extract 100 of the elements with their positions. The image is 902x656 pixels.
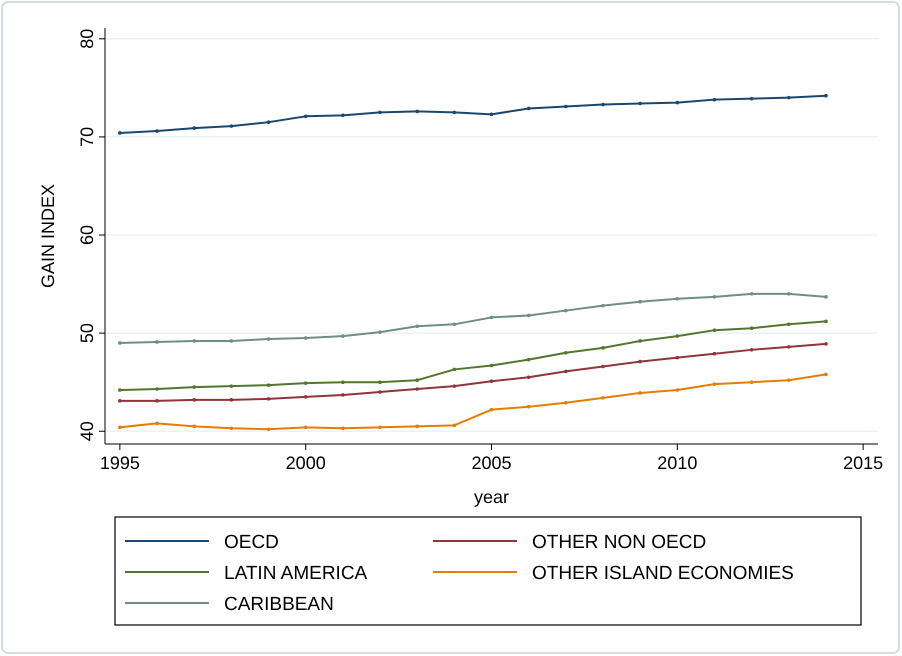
point bbox=[304, 381, 308, 385]
point bbox=[155, 422, 159, 426]
y-tick-label: 40 bbox=[77, 421, 97, 442]
point bbox=[564, 104, 568, 108]
point bbox=[824, 320, 828, 324]
point bbox=[192, 126, 196, 130]
point bbox=[824, 94, 828, 98]
point bbox=[452, 384, 456, 388]
point bbox=[638, 300, 642, 304]
point bbox=[490, 408, 494, 412]
point bbox=[750, 348, 754, 352]
y-axis-title: GAIN INDEX bbox=[38, 184, 58, 288]
point bbox=[192, 339, 196, 343]
x-tick-label: 2000 bbox=[286, 453, 326, 474]
point bbox=[676, 388, 680, 392]
point bbox=[824, 372, 828, 376]
point bbox=[266, 397, 270, 401]
point bbox=[824, 295, 828, 299]
point bbox=[118, 388, 122, 392]
x-tick-label: 1995 bbox=[100, 453, 140, 474]
y-tick-label: 60 bbox=[77, 225, 97, 246]
legend-label: CARIBBEAN bbox=[224, 594, 334, 615]
point bbox=[304, 336, 308, 340]
point bbox=[266, 427, 270, 432]
point bbox=[378, 390, 382, 394]
point bbox=[118, 399, 122, 403]
point bbox=[415, 378, 419, 382]
x-axis-title: year bbox=[474, 487, 510, 507]
point bbox=[526, 375, 530, 380]
point bbox=[490, 316, 494, 320]
point bbox=[155, 129, 159, 133]
point bbox=[712, 328, 716, 332]
point bbox=[601, 102, 605, 106]
point bbox=[490, 112, 494, 116]
point bbox=[341, 380, 345, 384]
x-tick-label: 2005 bbox=[471, 453, 512, 474]
point bbox=[304, 114, 308, 118]
point bbox=[712, 382, 716, 386]
point bbox=[638, 339, 642, 343]
point bbox=[750, 380, 754, 384]
point bbox=[341, 426, 345, 430]
x-tick-label: 2015 bbox=[843, 453, 884, 474]
point bbox=[230, 384, 234, 388]
point bbox=[266, 337, 270, 341]
point bbox=[304, 395, 308, 399]
y-tick-label: 70 bbox=[77, 126, 97, 147]
point bbox=[118, 131, 122, 135]
point bbox=[564, 370, 568, 374]
point bbox=[750, 96, 754, 100]
point bbox=[266, 383, 270, 387]
point bbox=[378, 426, 382, 430]
point bbox=[230, 398, 234, 402]
point bbox=[452, 110, 456, 114]
point bbox=[601, 396, 605, 400]
legend-label: OTHER NON OECD bbox=[532, 532, 706, 553]
point bbox=[676, 334, 680, 338]
point bbox=[787, 292, 791, 296]
point bbox=[230, 426, 234, 430]
point bbox=[378, 330, 382, 334]
point bbox=[676, 100, 680, 104]
point bbox=[155, 340, 159, 344]
point bbox=[712, 98, 716, 102]
point bbox=[787, 378, 791, 382]
y-tick-label: 80 bbox=[77, 28, 97, 49]
point bbox=[564, 308, 568, 312]
point bbox=[638, 102, 642, 106]
point bbox=[155, 399, 159, 403]
point bbox=[601, 346, 605, 350]
point bbox=[526, 106, 530, 110]
point bbox=[230, 124, 234, 128]
point bbox=[452, 368, 456, 372]
point bbox=[118, 341, 122, 345]
point bbox=[452, 424, 456, 428]
point bbox=[601, 364, 605, 368]
point bbox=[787, 96, 791, 100]
point bbox=[378, 110, 382, 114]
point bbox=[601, 304, 605, 308]
point bbox=[341, 334, 345, 338]
point bbox=[452, 322, 456, 326]
point bbox=[192, 398, 196, 402]
point bbox=[712, 295, 716, 299]
y-tick-label: 50 bbox=[77, 323, 97, 344]
point bbox=[266, 120, 270, 124]
point bbox=[341, 114, 345, 118]
point bbox=[304, 426, 308, 430]
point bbox=[750, 292, 754, 296]
point bbox=[415, 424, 419, 428]
point bbox=[118, 426, 122, 430]
point bbox=[712, 352, 716, 356]
point bbox=[415, 110, 419, 114]
x-tick-label: 2010 bbox=[657, 453, 698, 474]
legend-label: LATIN AMERICA bbox=[224, 563, 368, 584]
point bbox=[676, 356, 680, 360]
point bbox=[192, 385, 196, 389]
legend-label: OECD bbox=[224, 532, 279, 553]
point bbox=[526, 314, 530, 318]
point bbox=[526, 358, 530, 362]
point bbox=[192, 424, 196, 428]
point bbox=[564, 400, 568, 405]
point bbox=[787, 322, 791, 326]
